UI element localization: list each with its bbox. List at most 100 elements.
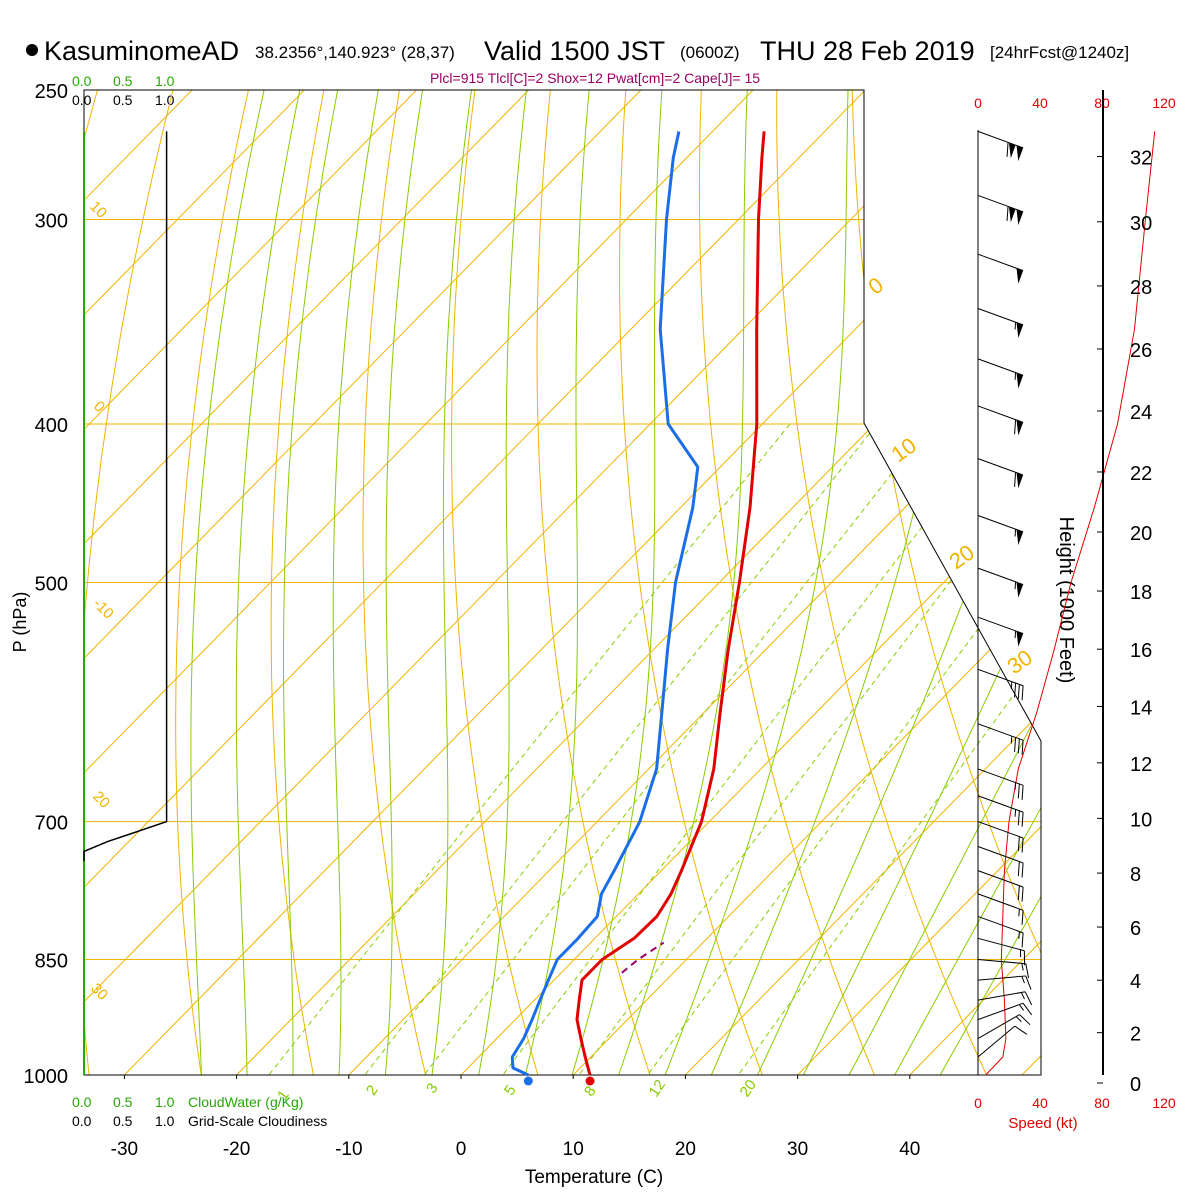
wind-barb [977,959,1030,979]
top-cloudwater-tick-2: 1.0 [155,73,175,89]
surface-temperature-point [585,1076,595,1086]
dry-adiabat-label: 30 [87,980,111,1004]
moist-adiabat-line [381,90,426,1075]
wind-barb [977,358,1024,389]
mixing-ratio-label: 2 [363,1082,382,1099]
height-tick-label: 14 [1130,697,1152,719]
moist-adiabat-line [740,90,1041,1075]
wind-barb [977,870,1024,902]
mixing-ratio-label: 3 [423,1080,442,1097]
top-cloudwater-tick-0: 0.0 [72,73,92,89]
x-tick-label: 30 [787,1139,808,1160]
wind-barb [977,458,1024,489]
x-tick-label: 10 [563,1139,584,1160]
mixing-ratio-line [713,423,1041,1075]
wind-barb [977,668,1024,701]
wind-barb [977,1025,1028,1058]
x-tick-label: -20 [223,1139,250,1160]
mixing-ratio-line [476,423,1003,1075]
wind-barb [977,937,1026,966]
valid-date: THU 28 Feb 2019 [760,36,975,66]
grid-lines [84,90,1041,1075]
moist-adiabat-line [875,90,1041,1075]
moist-adiabat-line [830,90,1041,1075]
dry-adiabat-line [84,90,181,1075]
isotherm-line [763,90,1041,1075]
isotherm-line [84,90,348,1075]
dry-adiabat-line [619,90,777,1075]
pressure-tick-label: 700 [35,813,68,835]
mixing-ratio-line [337,423,878,1075]
zulu-time: (0600Z) [680,43,740,62]
wind-barb [977,515,1024,546]
stability-indices: Plcl=915 Tlcl[C]=2 Shox=12 Pwat[cm]=2 Ca… [430,70,760,86]
parcel-path-line [621,941,665,974]
height-tick-label: 22 [1130,463,1152,485]
dry-adiabat-line [362,90,435,1075]
mixing-ratio-label: 8 [581,1083,600,1100]
isotherm-line [84,90,461,1075]
wind-barb [977,768,1024,800]
height-tick-label: 26 [1130,340,1152,362]
station-coords: 38.2356°,140.923° (28,37) [255,43,455,62]
valid-time: Valid 1500 JST [484,36,665,66]
dewpoint-line [510,131,700,1077]
bottom-speed-tick-0: 0 [974,1095,982,1111]
station-name: KasuminomeAD [44,36,239,66]
bottom-cloudwater-tick-2: 1.0 [155,1094,175,1110]
wind-barb [977,795,1024,827]
isotherm-line [987,90,1041,1075]
height-tick-label: 8 [1130,864,1141,886]
height-tick-label: 6 [1130,918,1141,940]
height-tick-label: 16 [1130,640,1152,662]
top-speed-tick-0: 0 [974,95,982,111]
forecast-info: [24hrFcst@1240z] [990,43,1129,62]
isotherm-line [84,90,909,1075]
dry-adiabat-line [698,90,890,1075]
height-tick-label: 20 [1130,523,1152,545]
moist-adiabat-line [516,90,591,1075]
isotherm-line [84,90,685,1075]
wind-barb [977,130,1024,161]
wind-barb [977,991,1033,1006]
moist-adiabat-label: 10 [887,433,921,468]
dry-adiabat-line [270,90,331,1075]
dry-adiabat-label: -10 [90,595,117,622]
pressure-tick-label: 300 [35,211,68,233]
wind-speed-line [985,131,1156,1076]
height-tick-label: 2 [1130,1024,1141,1046]
x-tick-label: -10 [335,1139,362,1160]
isotherm-line [84,90,1022,1075]
surface-dewpoint-point [523,1076,533,1086]
height-axis-title: Height (1000 Feet) [1055,517,1077,684]
moist-adiabat-line [471,90,529,1075]
isotherm-line [84,90,797,1075]
temperature-line [575,131,766,1076]
wind-barb [977,1002,1033,1021]
moist-adiabat-line [190,90,268,1075]
height-tick-label: 24 [1130,402,1152,424]
bottom-speed-tick-2: 80 [1094,1095,1110,1111]
x-tick-label: -30 [111,1139,138,1160]
isotherm-line [651,90,1041,1075]
height-tick-label: 4 [1130,971,1141,993]
bottom-cloudiness-tick-2: 1.0 [155,1113,175,1129]
top-speed-tick-1: 40 [1032,95,1048,111]
height-tick-label: 0 [1130,1074,1141,1096]
mixing-ratio-label: 5 [501,1082,520,1099]
speed-label: Speed (kt) [1008,1115,1077,1132]
dry-adiabat-line [1000,90,1041,1075]
bottom-cloudwater-tick-1: 0.5 [113,1094,133,1110]
wind-barb [977,567,1024,598]
wind-barb [977,915,1024,948]
isotherm-line [426,90,1041,1075]
wind-barb [977,405,1024,436]
background-lines [83,89,1042,1076]
wind-barb [977,846,1024,878]
wind-barb [977,893,1024,925]
wind-barb [977,616,1024,647]
pressure-tick-label: 500 [35,574,68,596]
wind-barb [977,723,1024,755]
